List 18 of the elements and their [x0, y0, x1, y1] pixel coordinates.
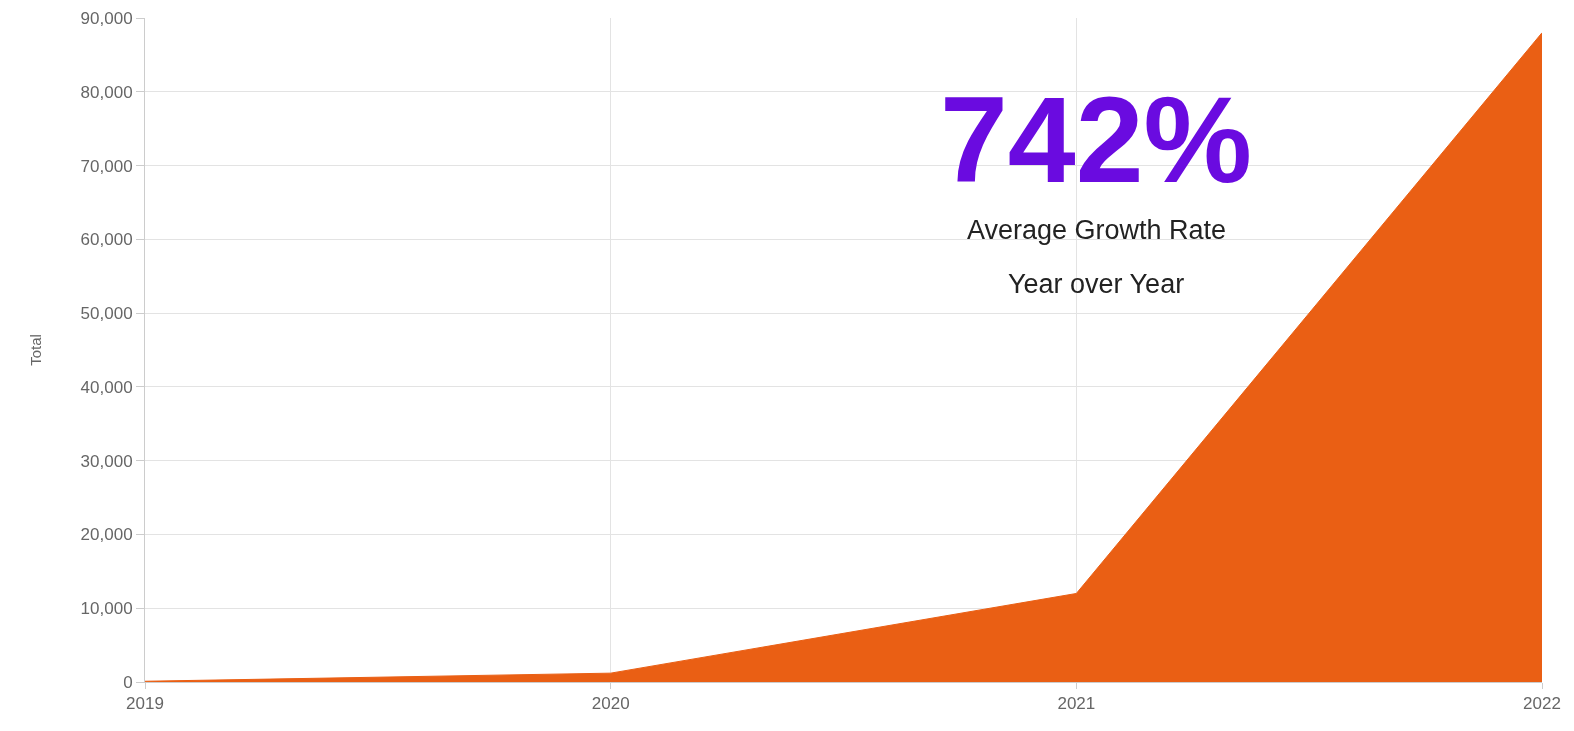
y-tick-label: 70,000 — [80, 156, 133, 176]
x-tick-label: 2019 — [126, 694, 164, 714]
x-tick-label: 2020 — [591, 694, 630, 714]
y-tick-label: 40,000 — [80, 377, 133, 397]
x-tick-label: 2021 — [1057, 694, 1096, 714]
annotation: 742% — [940, 72, 1253, 208]
x-tick-label: 2022 — [1523, 694, 1561, 714]
y-tick-label: 60,000 — [80, 230, 133, 250]
annotation: Year over Year — [1008, 269, 1185, 299]
y-tick-label: 30,000 — [80, 451, 133, 471]
y-tick-label: 20,000 — [80, 525, 133, 545]
y-tick-label: 90,000 — [80, 8, 133, 28]
y-tick-label: 10,000 — [80, 599, 133, 619]
y-tick-label: 0 — [123, 672, 133, 692]
annotation: Average Growth Rate — [967, 215, 1227, 245]
y-tick-label: 80,000 — [80, 82, 133, 102]
y-axis-title: Total — [26, 334, 44, 366]
y-tick-label: 50,000 — [80, 304, 133, 324]
